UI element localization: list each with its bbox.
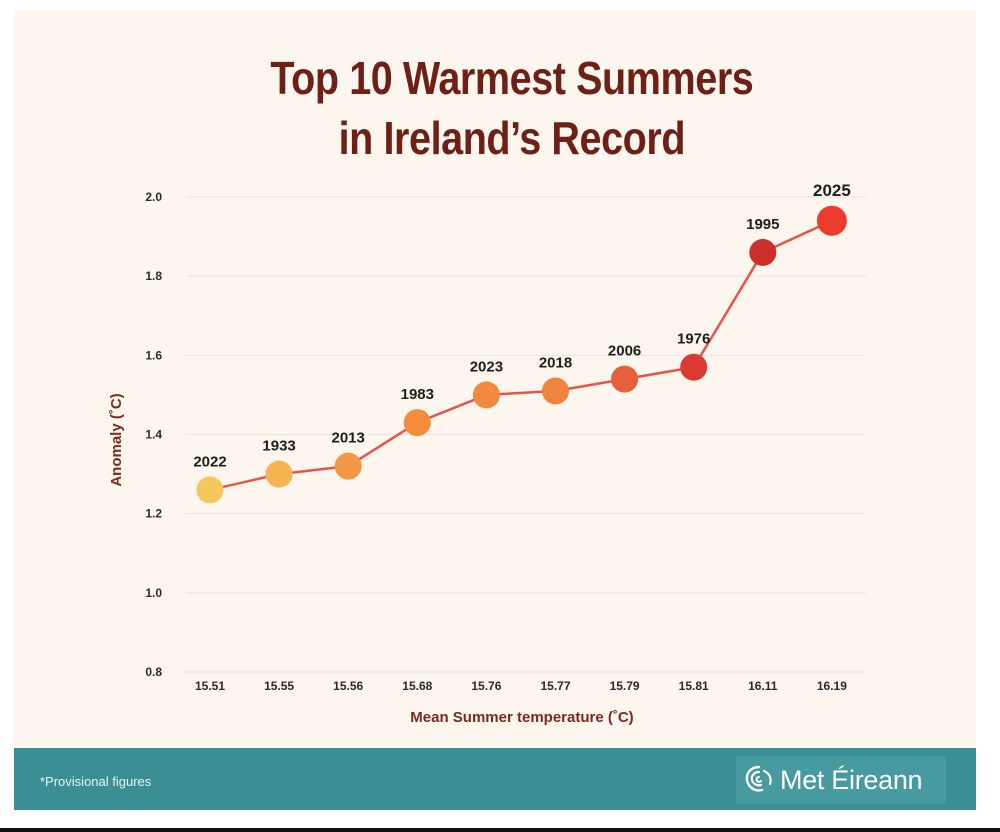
bottom-rule — [0, 828, 1000, 832]
data-point — [472, 381, 500, 409]
chart-card — [14, 10, 976, 810]
y-tick-label: 2.0 — [145, 190, 162, 204]
point-label: 2022 — [193, 453, 226, 470]
x-tick-label: 16.19 — [817, 679, 847, 693]
data-point — [334, 452, 362, 480]
provisional-note: *Provisional figures — [40, 774, 152, 789]
x-tick-label: 15.81 — [679, 679, 709, 693]
data-point — [196, 476, 224, 504]
data-point — [265, 460, 293, 488]
y-tick-label: 1.4 — [145, 428, 162, 442]
x-tick-label: 15.55 — [264, 679, 294, 693]
x-tick-label: 15.77 — [540, 679, 570, 693]
x-tick-label: 15.79 — [610, 679, 640, 693]
x-tick-label: 16.11 — [748, 679, 778, 693]
y-tick-label: 1.2 — [145, 507, 162, 521]
point-label: 2023 — [470, 358, 503, 375]
series-line — [209, 219, 833, 492]
data-point — [611, 365, 639, 393]
x-axis-ticks: 15.51 15.55 15.56 15.68 15.76 15.77 15.79 15.81… — [195, 679, 847, 693]
brand-name: Met Éireann — [780, 764, 923, 795]
data-points — [196, 205, 847, 504]
point-label: 2013 — [332, 430, 365, 447]
x-axis-label: Mean Summer temperature (˚C) — [410, 709, 633, 726]
data-point — [542, 377, 569, 405]
chart-title-line-1: Top 10 Warmest Summers — [270, 52, 754, 104]
met-eireann-logo: Met Éireann — [736, 756, 946, 804]
x-tick-label: 15.56 — [333, 679, 363, 693]
x-tick-label: 15.76 — [471, 679, 501, 693]
gridlines — [186, 196, 866, 673]
y-tick-label: 0.8 — [145, 665, 162, 679]
data-point — [816, 205, 847, 236]
data-point — [680, 353, 708, 381]
y-axis-label: Anomaly (˚C) — [108, 393, 125, 486]
met-eireann-swirl-icon — [745, 765, 772, 792]
point-label: 1983 — [401, 386, 434, 403]
point-label: 2018 — [539, 354, 572, 371]
point-label: 2006 — [608, 343, 641, 360]
chart-title-line-2: in Ireland’s Record — [338, 112, 686, 164]
data-point — [749, 238, 777, 266]
data-point — [403, 409, 431, 437]
chart-title: Top 10 Warmest Summers in Ireland’s Reco… — [72, 48, 953, 168]
y-tick-label: 1.6 — [145, 348, 162, 362]
point-label: 1933 — [262, 438, 295, 455]
line-chart: 0.81.01.21.41.61.82.0 15.51 15.55 15.56 15.… — [108, 181, 866, 726]
point-label: 1995 — [746, 216, 779, 233]
point-labels: 2022 1933 2013 1983 2023 2018 2006 1976 1995 2025 — [193, 181, 851, 471]
x-tick-label: 15.68 — [402, 679, 432, 693]
point-label: 1976 — [677, 331, 710, 348]
footer-band: *Provisional figures Met Éireann — [14, 748, 976, 810]
y-axis-ticks: 0.8 1.0 1.2 1.4 1.6 1.8 2.0 — [145, 190, 162, 679]
point-label: 2025 — [813, 181, 851, 200]
y-tick-label: 1.8 — [145, 269, 162, 283]
y-tick-label: 1.0 — [145, 586, 162, 600]
x-tick-label: 15.51 — [195, 679, 225, 693]
